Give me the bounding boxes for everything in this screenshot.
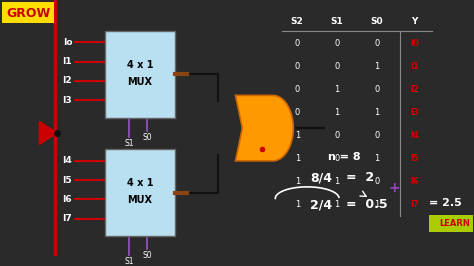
Text: I0: I0 [410, 39, 419, 48]
Text: =  0.5: = 0.5 [346, 198, 388, 211]
Text: 4 x 1: 4 x 1 [127, 178, 153, 188]
Text: MUX: MUX [128, 195, 152, 205]
Text: Io: Io [63, 38, 72, 47]
Text: =  2: = 2 [346, 172, 374, 184]
Text: I7: I7 [63, 214, 72, 223]
Text: I5: I5 [410, 154, 419, 163]
Text: 0: 0 [374, 85, 380, 94]
Text: 1: 1 [374, 108, 380, 117]
Text: S0: S0 [142, 251, 152, 260]
Text: 1: 1 [295, 200, 300, 209]
Text: I6: I6 [63, 195, 72, 204]
Text: I2: I2 [63, 76, 72, 85]
Text: 0: 0 [335, 39, 340, 48]
Text: 1: 1 [374, 200, 380, 209]
Text: 1: 1 [295, 177, 300, 186]
Polygon shape [236, 95, 293, 161]
Text: I4: I4 [63, 156, 72, 165]
Text: S0: S0 [142, 133, 152, 142]
Text: S1: S1 [125, 257, 134, 266]
FancyBboxPatch shape [428, 215, 474, 232]
Text: 0: 0 [295, 62, 300, 71]
Text: 0: 0 [374, 177, 380, 186]
Text: 0: 0 [335, 62, 340, 71]
Text: +: + [388, 181, 400, 195]
Text: 2/4: 2/4 [310, 198, 332, 211]
Text: 1: 1 [335, 108, 340, 117]
Text: S1: S1 [331, 17, 344, 26]
Text: 1: 1 [295, 131, 300, 140]
Text: 1: 1 [295, 154, 300, 163]
Text: 0: 0 [295, 39, 300, 48]
Text: I3: I3 [63, 96, 72, 105]
FancyBboxPatch shape [105, 149, 175, 236]
Text: 0: 0 [335, 154, 340, 163]
Text: I2: I2 [410, 85, 419, 94]
Text: 0: 0 [295, 85, 300, 94]
Text: S1: S1 [125, 139, 134, 148]
Text: 1: 1 [374, 154, 380, 163]
Polygon shape [39, 121, 57, 144]
Text: 0: 0 [335, 131, 340, 140]
Text: 0: 0 [374, 39, 380, 48]
Text: 1: 1 [374, 62, 380, 71]
Text: S2: S2 [291, 17, 304, 26]
FancyBboxPatch shape [2, 2, 54, 23]
Text: I3: I3 [410, 108, 419, 117]
Text: I1: I1 [63, 57, 72, 66]
Text: 0: 0 [374, 131, 380, 140]
Text: n = 8: n = 8 [328, 152, 360, 162]
Text: I1: I1 [410, 62, 419, 71]
Text: 1: 1 [335, 200, 340, 209]
Text: 4 x 1: 4 x 1 [127, 60, 153, 69]
Text: I4: I4 [410, 131, 419, 140]
Text: 1: 1 [335, 177, 340, 186]
FancyBboxPatch shape [105, 31, 175, 118]
Text: GROW: GROW [6, 7, 50, 20]
Text: Y: Y [411, 17, 418, 26]
Text: I5: I5 [63, 176, 72, 185]
Text: I6: I6 [410, 177, 419, 186]
Text: = 2.5: = 2.5 [428, 198, 462, 209]
Text: 1: 1 [335, 85, 340, 94]
Text: 8/4: 8/4 [310, 172, 332, 184]
Text: MUX: MUX [128, 77, 152, 87]
Text: LEARN: LEARN [439, 219, 470, 228]
Text: 0: 0 [295, 108, 300, 117]
Text: S0: S0 [371, 17, 383, 26]
Text: I7: I7 [410, 200, 419, 209]
